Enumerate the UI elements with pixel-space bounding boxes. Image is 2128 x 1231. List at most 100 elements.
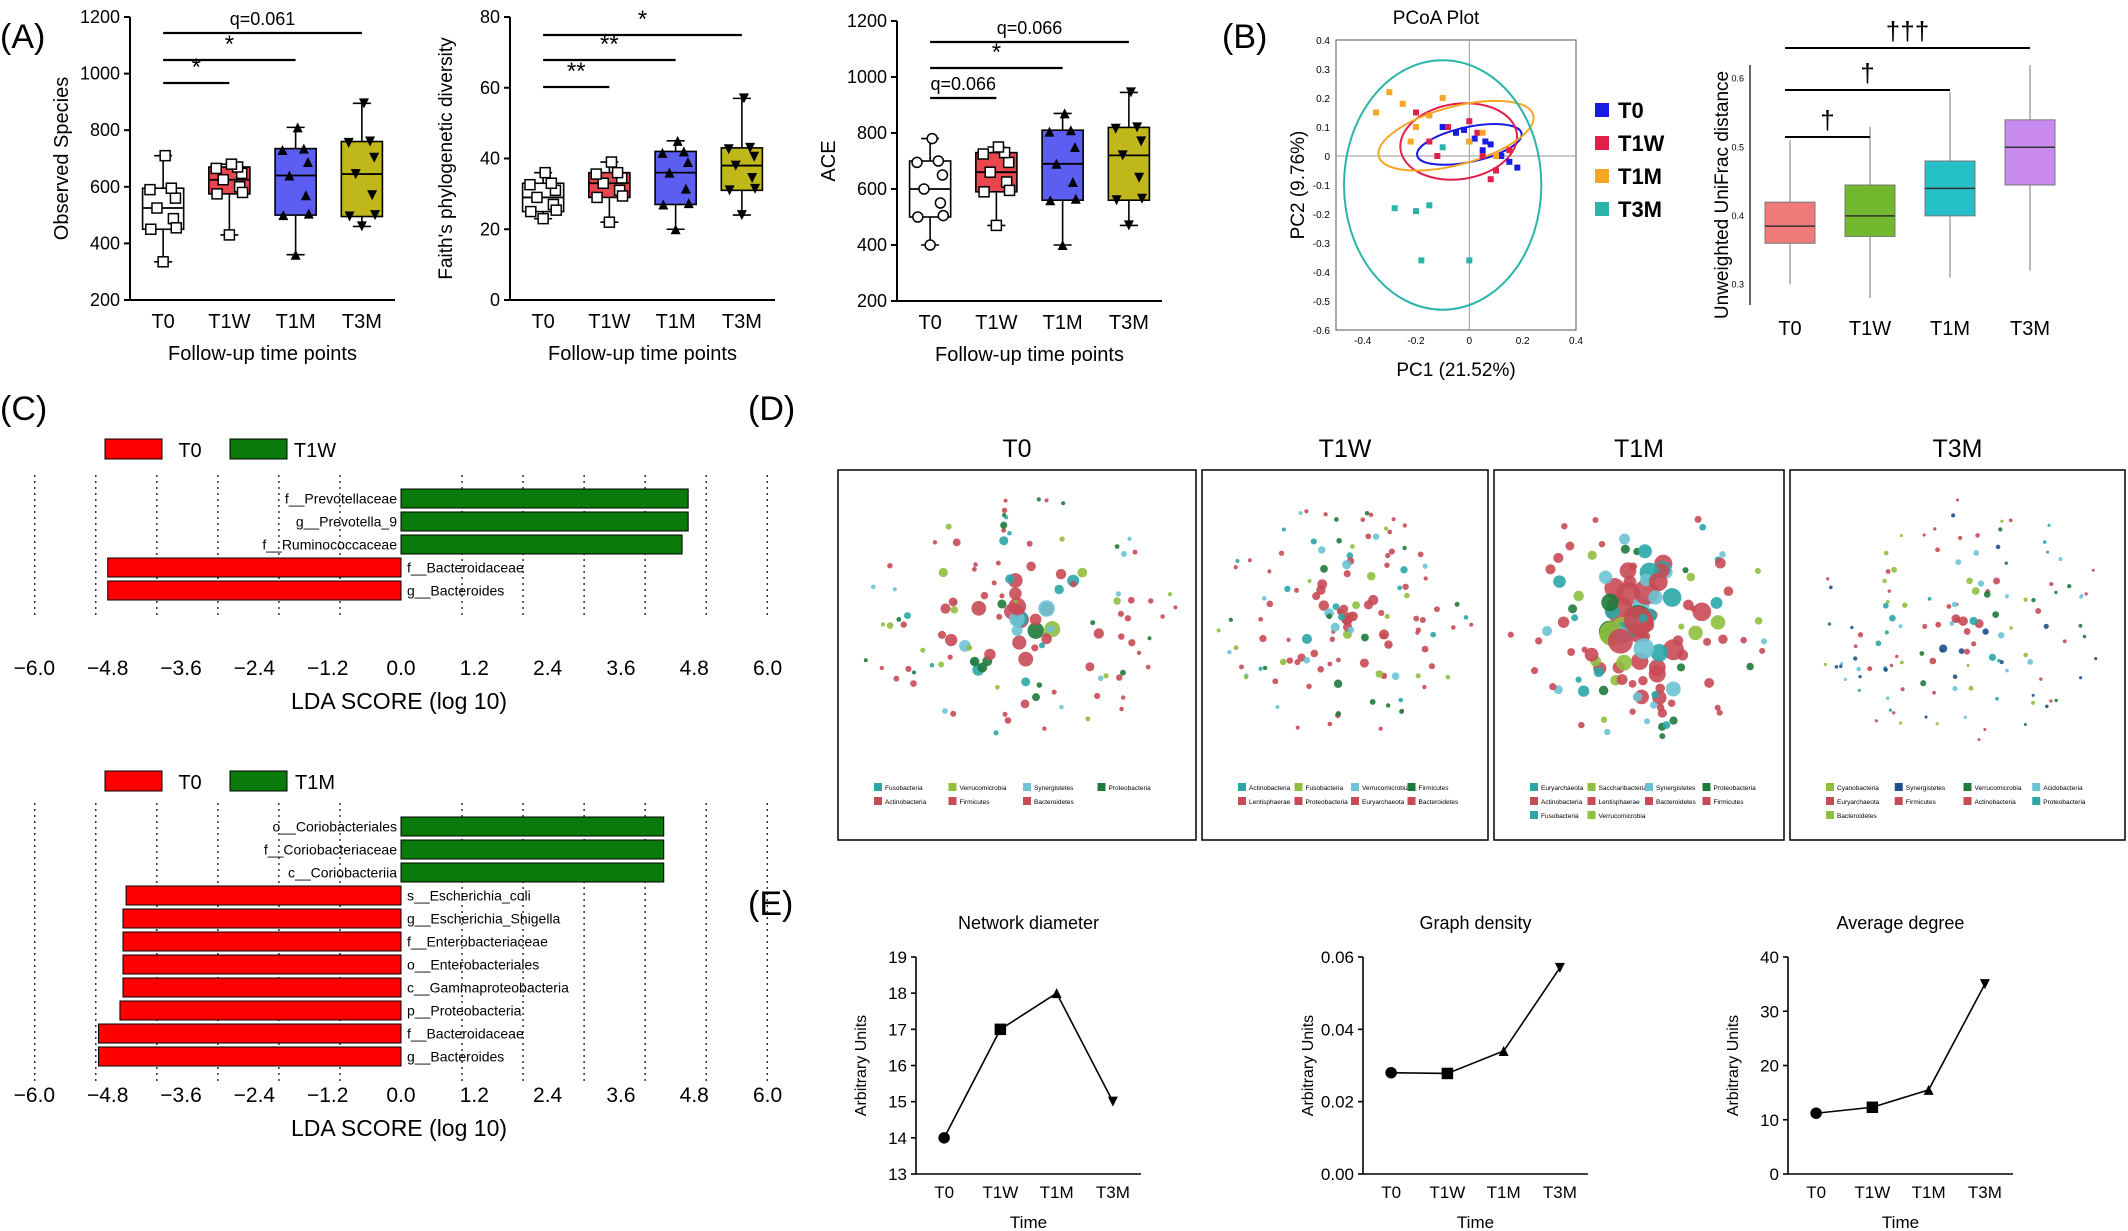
network-node (2091, 568, 2095, 572)
degree-xtick-label: T0 (1806, 1183, 1826, 1202)
network-node (1020, 699, 1030, 709)
diameter-xlabel: Time (1010, 1213, 1047, 1231)
network-node (1419, 616, 1426, 623)
ace-point (932, 155, 945, 167)
network-title: T3M (1933, 435, 1983, 463)
pcoa-ytick-label: 0.1 (1316, 123, 1330, 134)
network-node (1233, 565, 1238, 570)
network-node (1286, 637, 1291, 643)
network-legend-swatch (1702, 783, 1711, 791)
ace-point (984, 166, 996, 178)
network-node (1378, 609, 1385, 617)
ace-point (977, 148, 989, 160)
network-legend-label: Actinobacteria (1249, 785, 1291, 792)
observed-point (369, 152, 380, 163)
network-legend-swatch (1530, 797, 1538, 805)
network-node (1955, 559, 1962, 566)
network-legend-swatch (1963, 797, 1972, 805)
unifrac-box-T0 (1764, 201, 1816, 244)
network-node (1336, 657, 1341, 663)
observed-xtick-label: T1W (208, 311, 250, 333)
network-legend-label: Proteobacteria (1109, 785, 1152, 792)
unifrac-xtick-label: T1W (1849, 318, 1891, 340)
ace-point (926, 132, 938, 145)
observed-ytick-label: 600 (90, 177, 120, 197)
network-node (1997, 632, 2005, 639)
network-node (1059, 536, 1065, 542)
pcoa-point-T0 (1479, 147, 1486, 154)
pcoa-legend-swatch-T1M (1595, 169, 1609, 183)
network-node (2000, 519, 2004, 523)
network-node (1632, 692, 1643, 702)
ace-point (1051, 158, 1062, 169)
pcoa-point-T1M (1466, 138, 1473, 145)
lda-bar-label: c__Gammaproteobacteria (407, 980, 569, 996)
network-node (1885, 569, 1891, 574)
pcoa-point-T0 (1453, 129, 1459, 136)
network-node (937, 630, 947, 639)
network-node (2043, 623, 2049, 629)
network-node (1571, 614, 1579, 622)
network-legend-swatch (1238, 783, 1246, 791)
faith-point (750, 183, 761, 194)
network-node (1992, 611, 2000, 619)
network-legend-swatch (1294, 797, 1303, 805)
density-ylabel: Arbitrary Units (1300, 1015, 1317, 1116)
observed-point (145, 223, 157, 235)
network-node (1900, 687, 1905, 692)
ace-point (1125, 87, 1136, 98)
lda-bar (122, 908, 402, 929)
ace-point (1110, 123, 1121, 134)
lda-bar-label: f__Bacteroidaceae (407, 1026, 524, 1042)
network-node (1312, 592, 1321, 601)
network-node (1007, 530, 1012, 536)
network-node (980, 591, 989, 600)
network-node (1343, 570, 1351, 578)
network-legend-label: Bacteroidetes (1837, 813, 1877, 820)
network-node (991, 580, 997, 586)
network-node (1895, 654, 1899, 659)
observed-point (290, 249, 301, 260)
ace-point (934, 197, 947, 209)
network-node (1889, 614, 1896, 622)
network-legend-swatch (1587, 797, 1596, 805)
observed-point (300, 190, 311, 201)
network-node (1366, 571, 1376, 581)
network-node (1145, 664, 1151, 670)
network-node (1445, 674, 1451, 680)
network-node (1857, 632, 1864, 638)
ace-ytick-label: 1000 (847, 67, 887, 87)
network-node (1115, 591, 1122, 597)
diameter-point (994, 1023, 1007, 1036)
network-node (1148, 598, 1154, 604)
pcoa-point-T3M (1418, 257, 1425, 264)
network-node (893, 675, 900, 682)
observed-point (159, 149, 171, 162)
panel-label-b: (B) (1222, 18, 1267, 56)
diameter-ylabel: Arbitrary Units (853, 1015, 870, 1116)
network-node (1535, 637, 1543, 645)
network-node (1694, 515, 1702, 523)
observed-point (303, 208, 314, 219)
lda-bar-label: f__Bacteroidaceae (407, 560, 524, 576)
density-ytick-label: 0.02 (1321, 1093, 1354, 1112)
network-node (1031, 644, 1039, 652)
unifrac-ylabel: Unweighted UniFrac distance (1712, 71, 1733, 319)
network-node (1317, 665, 1325, 673)
network-node (1018, 651, 1034, 667)
faith-point (680, 183, 691, 194)
faith-point (745, 142, 756, 153)
density-point (1554, 962, 1565, 973)
network-node (1604, 578, 1625, 599)
ace-point (1067, 177, 1078, 187)
network-node (1279, 658, 1287, 666)
network-node (1275, 704, 1280, 709)
network-node (1332, 603, 1340, 611)
network-node (1951, 614, 1961, 624)
observed-box-T3M (340, 140, 384, 218)
network-node (940, 603, 951, 614)
network-node (1327, 661, 1333, 667)
network-node (1754, 567, 1761, 574)
network-node (1761, 638, 1768, 645)
network-node (1672, 635, 1684, 646)
